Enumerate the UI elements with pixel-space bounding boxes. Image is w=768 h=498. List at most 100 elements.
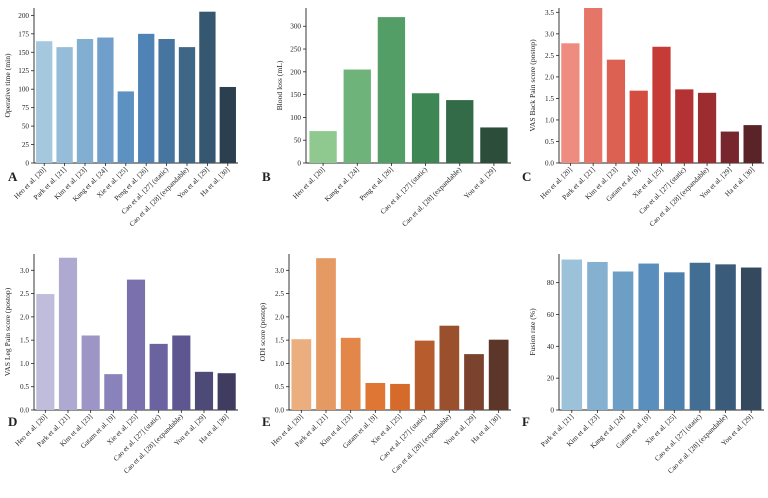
panel-a-y-axis-label: Operative time (min) bbox=[3, 53, 12, 118]
panel-e-y-axis-label: ODI score (postop) bbox=[258, 302, 267, 361]
bar-d-7 bbox=[172, 335, 191, 410]
bar-d-5 bbox=[126, 279, 146, 410]
y-tick-label: 3.0 bbox=[20, 267, 29, 275]
panel-a: 0 25 50 75 100 125 150 175 200 Operative time (mi… bbox=[3, 8, 238, 228]
bar-c-3 bbox=[606, 59, 626, 163]
y-tick-label: 2.0 bbox=[545, 73, 554, 81]
panel-d: 0.0 0.5 1.0 1.5 2.0 2.5 3.0 VAS Leg Pain score … bbox=[3, 254, 238, 475]
y-tick-label: 150 bbox=[18, 49, 29, 57]
bar-d-4 bbox=[104, 374, 123, 410]
y-tick-label: 20 bbox=[547, 375, 555, 383]
panel-c-letter: C bbox=[522, 169, 531, 184]
bar-b-2 bbox=[343, 69, 371, 163]
panel-c: 0.0 0.5 1.0 1.5 2.0 2.5 3.0 3.5 VAS Back Pain sc… bbox=[522, 8, 764, 228]
bar-d-3 bbox=[81, 335, 100, 410]
y-tick-label: 200 bbox=[18, 12, 29, 20]
bar-f-5 bbox=[664, 272, 685, 410]
bar-f-8 bbox=[740, 267, 762, 410]
panel-d-letter: D bbox=[8, 414, 17, 429]
y-tick-label: 100 bbox=[290, 114, 301, 122]
bar-e-4 bbox=[365, 382, 386, 410]
bar-c-1 bbox=[561, 43, 580, 163]
bar-a-4 bbox=[97, 37, 114, 163]
y-tick-label: 3.5 bbox=[545, 9, 554, 17]
y-tick-label: 0 bbox=[25, 160, 29, 168]
bar-e-9 bbox=[488, 339, 509, 410]
bar-c-9 bbox=[743, 125, 762, 163]
bar-e-1 bbox=[291, 339, 312, 410]
y-tick-label: 2.0 bbox=[275, 313, 284, 321]
bar-f-4 bbox=[638, 263, 659, 410]
panel-c-y-axis-label: VAS Back Pain score (postop) bbox=[528, 39, 537, 132]
bar-a-6 bbox=[138, 33, 155, 164]
y-tick-label: 0 bbox=[297, 160, 301, 168]
bar-e-5 bbox=[390, 383, 410, 410]
panel-b-y-axis-label: Blood loss (mL) bbox=[275, 60, 284, 110]
y-tick-label: 2.0 bbox=[20, 313, 29, 321]
x-tick-label: Kang et al. [24] bbox=[323, 166, 361, 204]
y-tick-label: 50 bbox=[294, 137, 302, 145]
y-tick-label: 3.0 bbox=[275, 267, 284, 275]
bar-d-2 bbox=[58, 257, 78, 410]
y-tick-label: 0.0 bbox=[20, 407, 29, 415]
bar-b-3 bbox=[377, 17, 406, 164]
bar-d-8 bbox=[194, 371, 214, 410]
y-tick-label: 100 bbox=[18, 86, 29, 94]
y-tick-label: 300 bbox=[290, 23, 301, 31]
y-tick-label: 3.0 bbox=[545, 30, 554, 38]
bar-a-8 bbox=[178, 47, 196, 163]
bar-a-3 bbox=[76, 39, 94, 163]
y-tick-label: 1.0 bbox=[275, 360, 284, 368]
panel-b: 0 50 100 150 200 250 300 Blood loss (mL) Heo et … bbox=[262, 8, 511, 228]
y-tick-label: 1.5 bbox=[20, 337, 29, 345]
bar-c-8 bbox=[720, 131, 739, 163]
x-tick-label: Cao et al. [27] (static) bbox=[653, 412, 704, 463]
bar-a-10 bbox=[219, 86, 236, 163]
panel-d-y-axis-label: VAS Leg Pain score (postop) bbox=[3, 287, 12, 376]
bar-c-4 bbox=[629, 90, 648, 163]
y-tick-label: 0.5 bbox=[545, 138, 554, 146]
bar-c-2 bbox=[584, 8, 603, 163]
bar-e-7 bbox=[439, 325, 460, 410]
bar-d-6 bbox=[149, 343, 168, 410]
y-tick-label: 1.0 bbox=[545, 116, 554, 124]
y-tick-label: 0.0 bbox=[275, 407, 284, 415]
y-tick-label: 0.0 bbox=[545, 160, 554, 168]
bar-e-6 bbox=[414, 340, 435, 410]
x-tick-label: You et al. [29] bbox=[463, 166, 498, 201]
y-tick-label: 125 bbox=[18, 67, 29, 75]
bar-f-3 bbox=[612, 271, 634, 410]
panel-a-letter: A bbox=[8, 169, 18, 184]
y-tick-label: 50 bbox=[22, 123, 30, 131]
y-tick-label: 200 bbox=[290, 68, 301, 76]
y-tick-label: 1.5 bbox=[275, 337, 284, 345]
y-tick-label: 75 bbox=[22, 104, 30, 112]
bar-b-6 bbox=[480, 127, 508, 163]
bar-f-2 bbox=[587, 261, 608, 410]
x-tick-label: Cao et al. [28] (expandable) bbox=[401, 165, 464, 228]
y-tick-label: 0.5 bbox=[20, 383, 29, 391]
bar-c-5 bbox=[652, 46, 671, 163]
x-tick-label: Heo et al. [20] bbox=[291, 166, 326, 201]
bar-b-1 bbox=[309, 131, 337, 163]
bar-a-1 bbox=[36, 41, 53, 163]
bar-d-9 bbox=[217, 373, 236, 410]
y-tick-label: 60 bbox=[547, 311, 555, 319]
y-tick-label: 2.5 bbox=[545, 52, 554, 60]
y-tick-label: 2.5 bbox=[275, 290, 284, 298]
panel-f-y-axis-label: Fusion rate (%) bbox=[528, 308, 537, 356]
panel-b-letter: B bbox=[262, 169, 271, 184]
y-tick-label: 1.5 bbox=[545, 95, 554, 103]
bar-d-1 bbox=[36, 294, 55, 410]
y-tick-label: 1.0 bbox=[20, 360, 29, 368]
y-tick-label: 80 bbox=[547, 279, 555, 287]
bar-a-5 bbox=[117, 91, 134, 163]
y-tick-label: 25 bbox=[22, 141, 30, 149]
y-tick-label: 2.5 bbox=[20, 290, 29, 298]
y-tick-label: 150 bbox=[290, 91, 301, 99]
bar-c-7 bbox=[697, 92, 717, 163]
y-tick-label: 40 bbox=[547, 343, 555, 351]
